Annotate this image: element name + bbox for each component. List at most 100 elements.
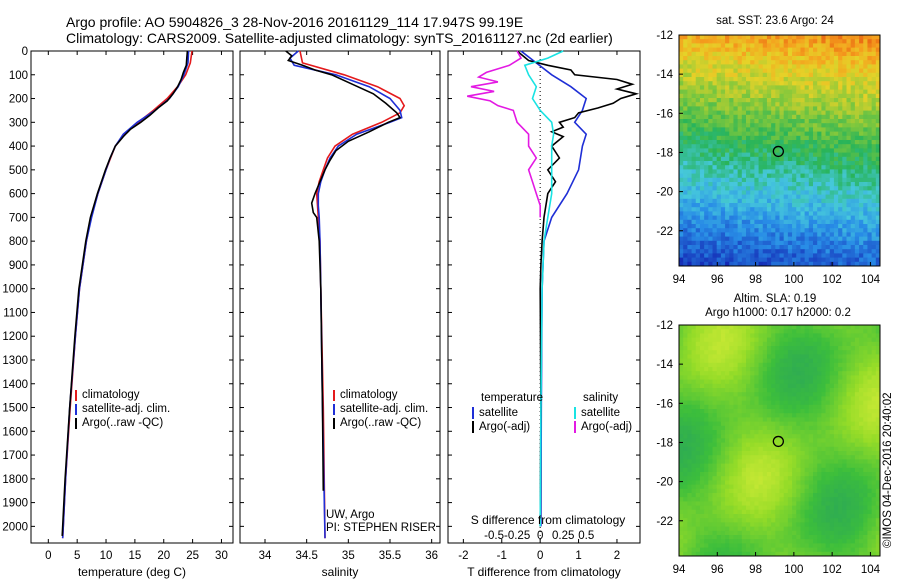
sla_map-ytick-label: -14 <box>656 359 673 371</box>
difference-xlabel: T difference from climatology <box>467 565 621 579</box>
difference-xtick-label: 1 <box>575 550 581 562</box>
depth-tick-label: 1500 <box>2 403 28 415</box>
sla_map-panel: 94 96 98 100 102 104 -12 -14 -16 -18 -20 -22 Altim. … <box>656 293 880 576</box>
depth-tick-label: 1100 <box>3 307 28 319</box>
credit-stamp: ©IMOS 04-Dec-2016 20:40:02 <box>882 392 894 548</box>
salinity-diff-tick-label: 0 <box>537 530 543 542</box>
sla_map-ytick-label: -12 <box>656 320 673 332</box>
salinity-diff-tick-label: -0.5 <box>484 530 504 542</box>
difference-panel: -2 -1 0 1 2 T difference from climatology temp… <box>448 51 640 579</box>
legend-title-salinity: salinity <box>583 392 618 404</box>
sst_map-xtick-label: 102 <box>823 274 842 286</box>
salinity-xtick-label: 34.5 <box>295 550 317 562</box>
depth-tick-label: 400 <box>9 141 28 153</box>
difference-xtick-label: -2 <box>458 550 468 562</box>
sla_map-ytick-label: -16 <box>656 398 673 410</box>
sla_map-xtick-label: 100 <box>784 564 803 576</box>
depth-tick-label: 1000 <box>2 284 28 296</box>
sst_map-ytick-label: -18 <box>656 147 673 159</box>
sla_map-xtick-label: 102 <box>823 564 842 576</box>
temperature-xtick-label: 25 <box>186 550 199 562</box>
legend-label: climatology <box>340 389 398 401</box>
annotation-owner: UW, Argo <box>326 509 375 521</box>
annotation-pi: PI: STEPHEN RISER <box>326 522 436 534</box>
difference-top-label: S difference from climatology <box>471 513 626 527</box>
salinity-diff-tick-label: 0.25 <box>552 530 574 542</box>
sst_map-ytick-label: -22 <box>656 226 673 238</box>
depth-tick-label: 1700 <box>2 450 28 462</box>
depth-tick-label: 2000 <box>2 521 28 533</box>
salinity-axes-box <box>240 51 440 543</box>
sst_map-xtick-label: 96 <box>711 274 724 286</box>
sla_map-xtick-label: 94 <box>673 564 686 576</box>
salinity-diff-tick-label: -0.25 <box>504 530 530 542</box>
temperature-panel: 0100200300400500600700800900100011001200… <box>2 46 233 579</box>
depth-tick-label: 200 <box>9 94 28 106</box>
salinity-panel: 34 34.5 35 35.5 36 salinity climatology satelli… <box>240 51 440 579</box>
sla_map-ytick-label: -18 <box>656 437 673 449</box>
depth-tick-label: 600 <box>9 189 28 201</box>
depth-tick-label: 800 <box>9 236 28 248</box>
legend-label: satellite-adj. clim. <box>340 403 428 415</box>
depth-tick-label: 1300 <box>2 355 28 367</box>
sla-map-subtitle: Argo h1000: 0.17 h2000: 0.2 <box>705 307 851 319</box>
temperature-xtick-label: 30 <box>215 550 228 562</box>
sst_map-ytick-label: -14 <box>656 69 673 81</box>
legend-label: Argo(-adj) <box>479 421 530 433</box>
temperature-xtick-label: 5 <box>74 550 80 562</box>
difference-xtick-label: 0 <box>537 550 543 562</box>
depth-tick-label: 1200 <box>2 331 28 343</box>
sst-map-title: sat. SST: 23.6 Argo: 24 <box>716 15 834 27</box>
sla_map-ytick-label: -22 <box>656 516 673 528</box>
salinity-xtick-label: 35 <box>342 550 355 562</box>
temperature-xtick-label: 20 <box>157 550 170 562</box>
difference-axes-box <box>448 51 640 543</box>
legend-label: Argo(..raw -QC) <box>340 417 421 429</box>
salinity-diff-tick-label: 0.5 <box>578 530 594 542</box>
salinity-xtick-label: 34 <box>259 550 272 562</box>
difference-xtick-label: -1 <box>497 550 507 562</box>
depth-tick-label: 1600 <box>2 426 28 438</box>
salinity-xlabel: salinity <box>322 565 359 579</box>
title-line-1: Argo profile: AO 5904826_3 28-Nov-2016 2… <box>66 14 523 30</box>
legend-label: climatology <box>82 389 140 401</box>
salinity-xtick-label: 36 <box>425 550 438 562</box>
depth-tick-label: 500 <box>9 165 28 177</box>
depth-tick-label: 100 <box>9 70 28 82</box>
sst_map-xtick-label: 100 <box>784 274 803 286</box>
sst_map-xtick-label: 104 <box>861 274 881 286</box>
sst_map-ytick-label: -12 <box>656 30 673 42</box>
sla_map-xtick-label: 96 <box>711 564 724 576</box>
depth-tick-label: 1900 <box>2 498 28 510</box>
temperature-axes-box <box>31 51 233 543</box>
sst_map-panel: 94 96 98 100 102 104 -12 -14 -16 -18 -20 -22 sat. SS… <box>656 15 880 286</box>
legend-label: Argo(..raw -QC) <box>82 417 163 429</box>
salinity-xtick-label: 35.5 <box>379 550 401 562</box>
sla_map-ytick-label: -20 <box>656 477 673 489</box>
legend-title-temperature: temperature <box>481 392 543 404</box>
sst_map-ytick-label: -20 <box>656 187 673 199</box>
depth-tick-label: 300 <box>9 117 28 129</box>
legend-label: satellite <box>479 407 518 419</box>
sla_map-xtick-label: 98 <box>749 564 762 576</box>
temperature-xlabel: temperature (deg C) <box>78 565 186 579</box>
sst_map-ytick-label: -16 <box>656 108 673 120</box>
depth-tick-label: 900 <box>9 260 28 272</box>
legend-label: Argo(-adj) <box>581 421 632 433</box>
sla_map-xtick-label: 104 <box>861 564 881 576</box>
depth-tick-label: 0 <box>22 46 28 58</box>
sst_map-xtick-label: 94 <box>673 274 686 286</box>
sst_map-cells <box>679 35 880 266</box>
temperature-xtick-label: 10 <box>100 550 113 562</box>
depth-tick-label: 1400 <box>2 379 28 391</box>
temperature-xtick-label: 0 <box>45 550 51 562</box>
depth-tick-label: 700 <box>9 212 28 224</box>
depth-tick-label: 1800 <box>2 474 28 486</box>
legend-label: satellite <box>581 407 620 419</box>
sla_map-cells <box>679 325 880 556</box>
sla-map-title: Altim. SLA: 0.19 <box>734 293 816 305</box>
title-line-2: Climatology: CARS2009. Satellite-adjuste… <box>66 30 613 46</box>
sst_map-xtick-label: 98 <box>749 274 762 286</box>
difference-xtick-label: 2 <box>614 550 620 562</box>
